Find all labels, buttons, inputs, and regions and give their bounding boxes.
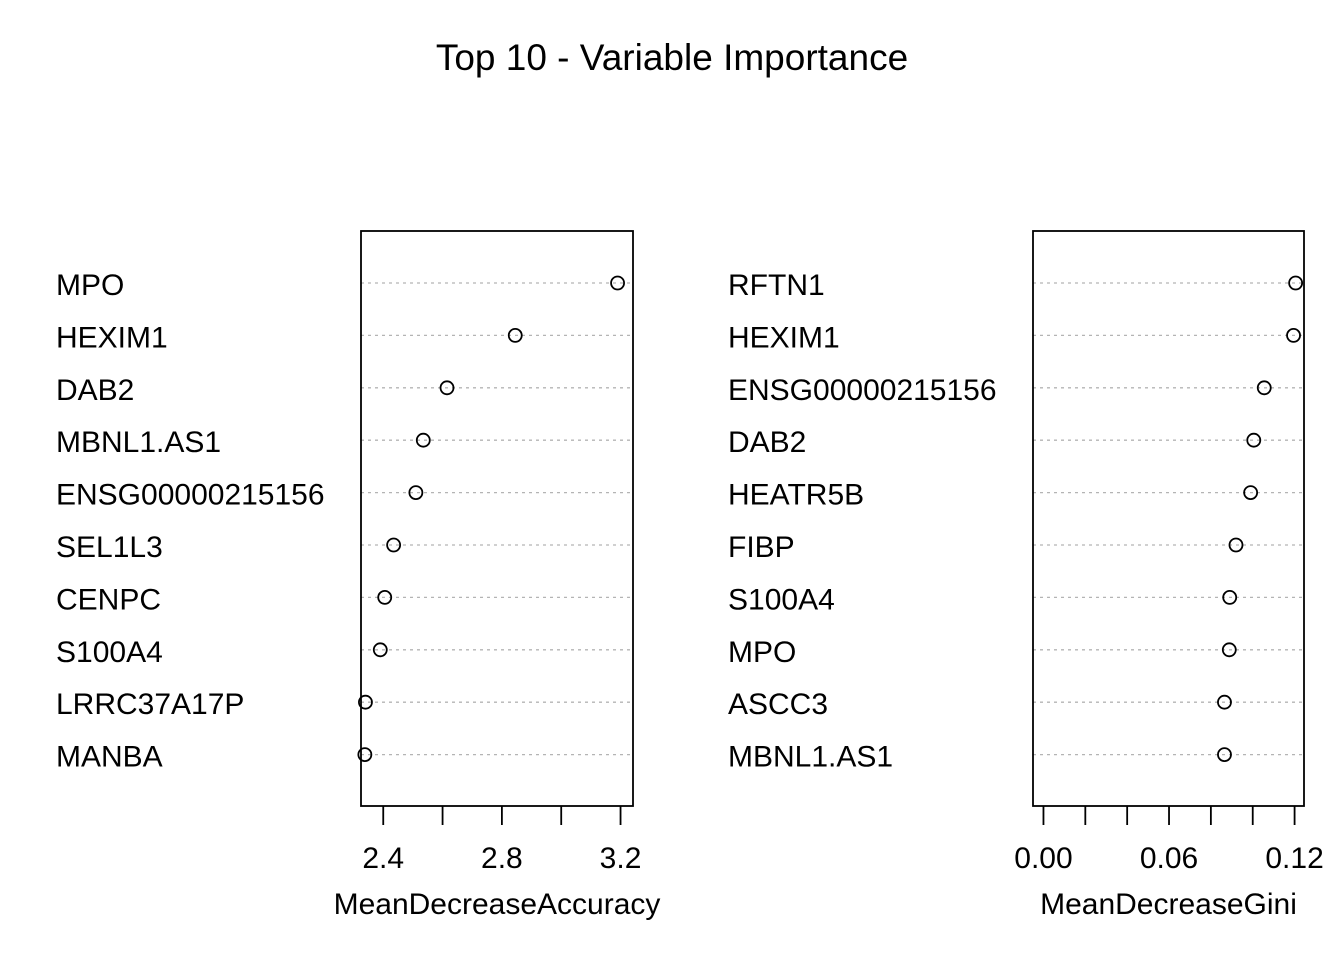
row-label: MBNL1.AS1 — [56, 426, 221, 459]
data-point — [1288, 275, 1304, 291]
data-point — [377, 590, 393, 605]
data-point — [1222, 590, 1238, 605]
data-point — [1217, 747, 1232, 762]
panel-mean-decrease-accuracy: MPO HEXIM1 DAB2 MBNL1.AS1 ENSG00000215156 SEL… — [56, 230, 661, 921]
x-axis-label: MeanDecreaseAccuracy — [334, 888, 661, 921]
row-label: MBNL1.AS1 — [728, 741, 893, 774]
data-point — [1221, 642, 1237, 658]
data-point — [358, 694, 373, 710]
data-point — [1243, 485, 1259, 501]
plot-frame — [1032, 230, 1305, 807]
panel-mean-decrease-gini: RFTN1 HEXIM1 ENSG00000215156 DAB2 HEATR5B FIB… — [728, 230, 1324, 921]
row-label: S100A4 — [728, 583, 835, 616]
data-point — [415, 432, 431, 448]
x-tick-label: 0.06 — [1140, 842, 1198, 875]
row-label: HEXIM1 — [56, 321, 168, 354]
x-tick-label: 2.8 — [481, 842, 523, 875]
data-point — [507, 327, 523, 343]
data-point — [357, 747, 373, 762]
data-point — [1286, 327, 1301, 343]
row-label: LRRC37A17P — [56, 688, 244, 721]
x-tick-label: 0.12 — [1265, 842, 1323, 875]
row-label: RFTN1 — [728, 269, 825, 302]
data-point — [372, 642, 388, 658]
data-point — [1217, 694, 1232, 710]
row-label: SEL1L3 — [56, 531, 163, 564]
row-label: FIBP — [728, 531, 795, 564]
data-point — [610, 275, 625, 291]
data-point — [1228, 537, 1244, 553]
row-label: MPO — [56, 269, 124, 302]
row-label: DAB2 — [56, 374, 134, 407]
data-point — [1246, 432, 1262, 448]
row-label: MPO — [728, 636, 796, 669]
row-label: HEATR5B — [728, 479, 864, 512]
data-point — [439, 380, 455, 396]
data-point — [1256, 380, 1272, 396]
row-label: CENPC — [56, 583, 161, 616]
plot-frame — [360, 230, 634, 807]
row-label: ENSG00000215156 — [728, 374, 997, 407]
x-axis-label: MeanDecreaseGini — [1040, 888, 1297, 921]
data-point — [386, 537, 402, 553]
data-point — [408, 485, 424, 501]
x-tick-label: 3.2 — [600, 842, 642, 875]
x-tick-label: 0.00 — [1014, 842, 1072, 875]
row-label: DAB2 — [728, 426, 806, 459]
row-label: ENSG00000215156 — [56, 479, 325, 512]
x-tick-label: 2.4 — [362, 842, 404, 875]
row-label: MANBA — [56, 741, 163, 774]
chart-title: Top 10 - Variable Importance — [436, 37, 908, 78]
row-label: HEXIM1 — [728, 321, 840, 354]
row-label: S100A4 — [56, 636, 163, 669]
row-label: ASCC3 — [728, 688, 828, 721]
